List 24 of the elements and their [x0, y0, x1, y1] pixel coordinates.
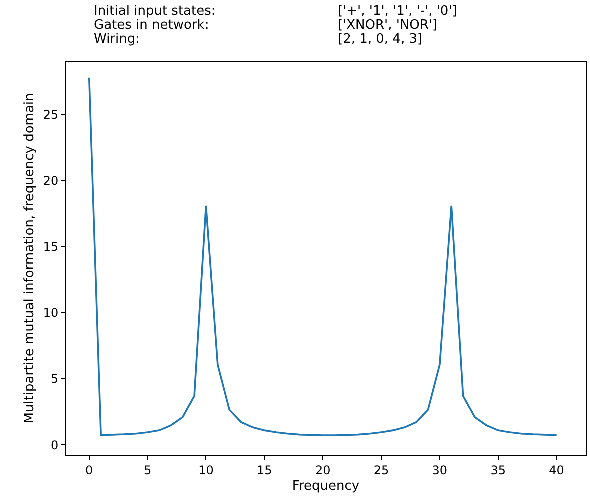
x-tick-label: 20	[315, 463, 331, 478]
x-tick-label: 15	[257, 463, 272, 478]
y-tick-label: 5	[50, 372, 59, 386]
text: [2, 1, 0, 4, 3]	[338, 32, 423, 47]
line-series	[88, 76, 558, 436]
x-tick-label: 40	[549, 463, 564, 478]
x-axis-title: Frequency	[292, 479, 360, 494]
text: Wiring:	[94, 32, 140, 47]
x-tick-label: 5	[144, 463, 152, 478]
y-tick-label: 25	[43, 108, 59, 122]
y-tick-label: 0	[50, 438, 59, 452]
text: Initial input states:	[94, 4, 216, 19]
y-axis-title: Multipartite mutual information, frequency domain	[22, 93, 38, 424]
y-tick-label: 20	[43, 174, 59, 188]
x-tick-label: 30	[432, 463, 448, 478]
x-tick-label: 10	[198, 463, 214, 478]
text: ['XNOR', 'NOR']	[338, 18, 438, 33]
text: Gates in network:	[94, 18, 210, 33]
x-tick-label: 35	[490, 463, 506, 478]
y-tick-label: 10	[43, 306, 59, 320]
text: ['+', '1', '1', '-', '0']	[338, 4, 458, 19]
y-tick-label: 15	[43, 240, 59, 254]
x-tick-label: 25	[374, 463, 390, 478]
x-tick-label: 0	[86, 463, 94, 478]
